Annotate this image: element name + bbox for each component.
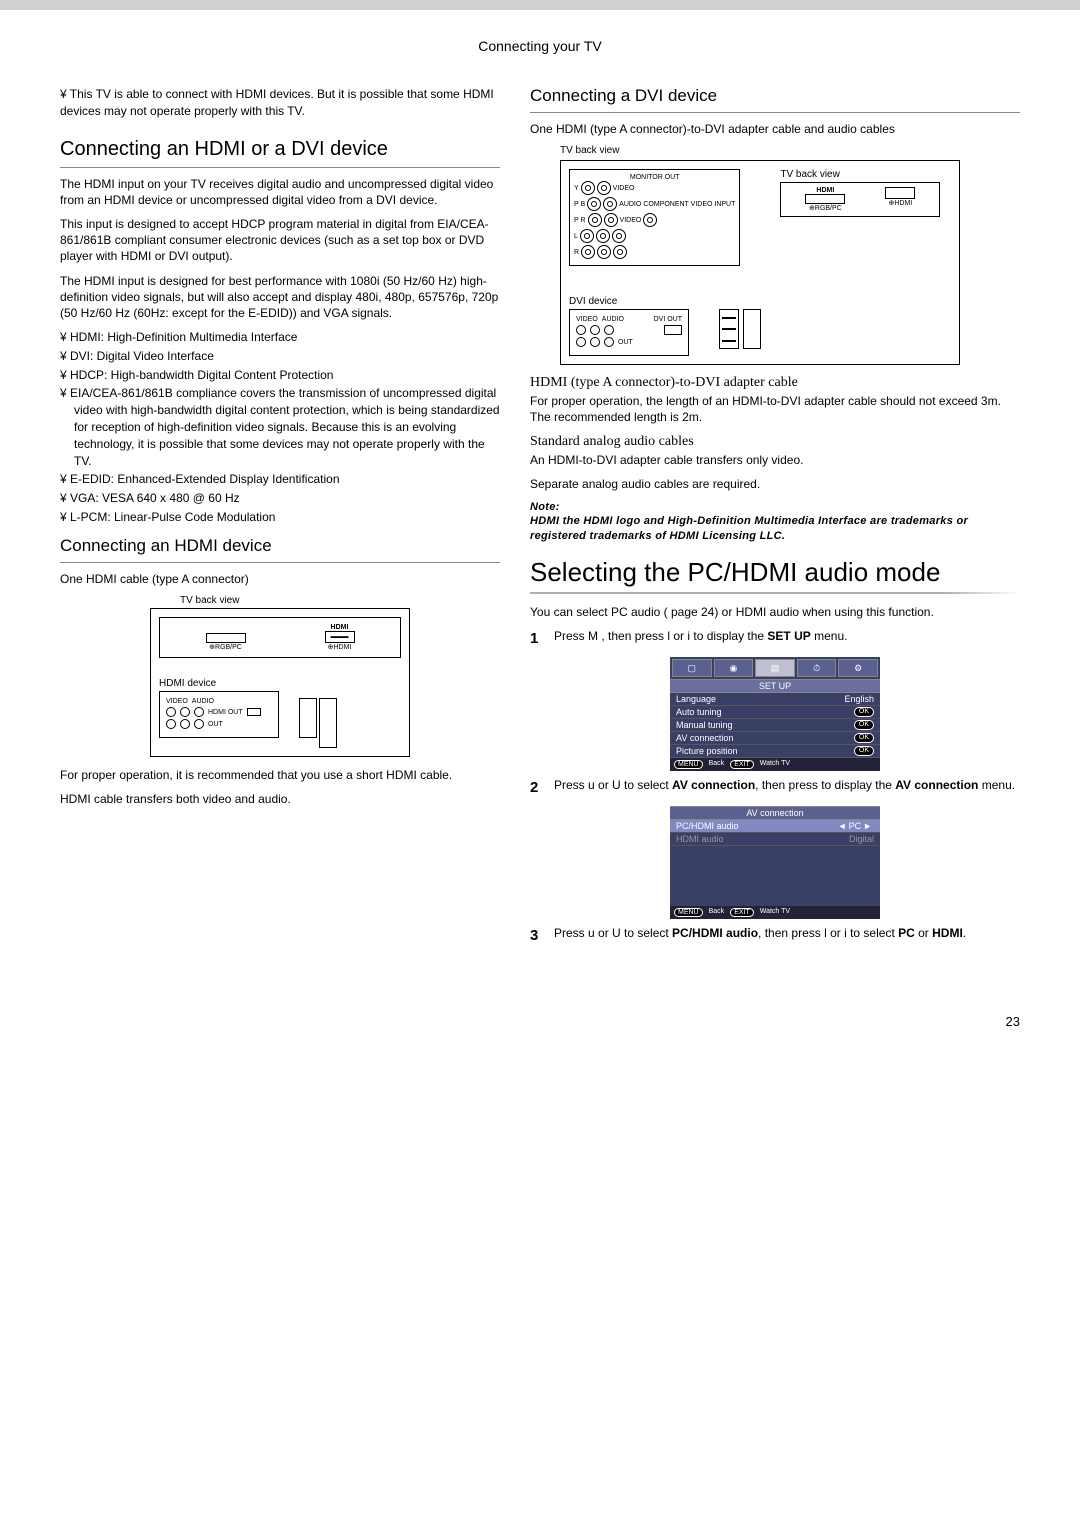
step-1: 1 Press M , then press l or i to display…	[530, 628, 1020, 649]
step-2-text: Press u or U to select AV connection, th…	[554, 777, 1015, 798]
dvi-connection-diagram: MONITOR OUT YVIDEO P BAUDIOCOMPONENT VID…	[560, 160, 960, 365]
def-vga: ¥ VGA: VESA 640 x 480 @ 60 Hz	[60, 490, 500, 507]
setup-menu-screenshot: ▢ ◉ ▤ ⏱ ⚙ SET UP LanguageEnglish Auto tu…	[670, 657, 880, 771]
menu-tab-icon: ⏱	[797, 659, 837, 677]
hdmi-cable-note: One HDMI cable (type A connector)	[60, 571, 500, 587]
dvi-video-only: An HDMI-to-DVI adapter cable transfers o…	[530, 452, 1020, 468]
def-lpcm: ¥ L-PCM: Linear-Pulse Code Modulation	[60, 509, 500, 526]
page-number: 23	[0, 1014, 1080, 1029]
dvi-sub: One HDMI (type A connector)-to-DVI adapt…	[530, 121, 1020, 137]
menu-row: AV connectionOK	[670, 732, 880, 745]
menu-row: Picture positionOK	[670, 745, 880, 758]
diagram-label-tvback: TV back view	[180, 595, 500, 606]
menu-row: HDMI audioDigital	[670, 833, 880, 846]
menu-tab-icon: ◉	[714, 659, 754, 677]
sec1-p2: This input is designed to accept HDCP pr…	[60, 216, 500, 265]
hdmi-cable-icon	[299, 698, 317, 738]
section-pc-hdmi-audio-title: Selecting the PC/HDMI audio mode	[530, 557, 1020, 588]
menu-tab-icon: ▢	[672, 659, 712, 677]
def-hdmi: ¥ HDMI: High-Definition Multimedia Inter…	[60, 329, 500, 346]
top-note: ¥ This TV is able to connect with HDMI d…	[60, 86, 500, 120]
page-content: ¥ This TV is able to connect with HDMI d…	[0, 86, 1080, 994]
step-number: 2	[530, 777, 554, 798]
step-2: 2 Press u or U to select AV connection, …	[530, 777, 1020, 798]
section-hdmi-dvi-title: Connecting an HDMI or a DVI device	[60, 138, 500, 161]
divider	[60, 562, 500, 563]
sec1-p3: The HDMI input is designed for best perf…	[60, 273, 500, 322]
serif-analog-audio: Standard analog audio cables	[530, 434, 1020, 450]
gradient-divider	[530, 592, 1020, 594]
menu-title: SET UP	[670, 679, 880, 693]
dvi-device-label: DVI device	[569, 296, 951, 307]
dvi-connector-icon	[719, 309, 739, 349]
divider	[530, 112, 1020, 113]
menu-row: Auto tuningOK	[670, 706, 880, 719]
step-number: 3	[530, 925, 554, 946]
hdmi-adapter-icon	[743, 309, 761, 349]
diagram-label-tvback2: TV back view	[780, 169, 940, 180]
column-right: Connecting a DVI device One HDMI (type A…	[520, 86, 1020, 954]
def-hdcp: ¥ HDCP: High-bandwidth Digital Content P…	[60, 367, 500, 384]
column-left: ¥ This TV is able to connect with HDMI d…	[60, 86, 520, 954]
hdmi-trademark-note: Note: HDMI the HDMI logo and High-Defini…	[530, 500, 1020, 543]
step-3: 3 Press u or U to select PC/HDMI audio, …	[530, 925, 1020, 946]
hdmi-cable-icon	[319, 698, 337, 748]
section-dvi-title: Connecting a DVI device	[530, 86, 1020, 106]
menu-title: AV connection	[670, 806, 880, 820]
menu-footer: MENUBack EXITWatch TV	[670, 758, 880, 771]
def-eedid: ¥ E-EDID: Enhanced-Extended Display Iden…	[60, 471, 500, 488]
header-bar	[0, 0, 1080, 10]
hdmi-port-label: ⊕HDMI	[325, 643, 355, 651]
hdmi-connection-diagram: ⊕RGB/PC HDMI ▬▬▬ ⊕HDMI HDMI device	[150, 608, 410, 757]
step-1-text: Press M , then press l or i to display t…	[554, 628, 847, 649]
hdmi-device-label: HDMI device	[159, 678, 279, 689]
rgbpc-port-label: ⊕RGB/PC	[206, 643, 246, 651]
diagram-label-tvback1: TV back view	[560, 145, 1020, 156]
pc-hdmi-intro: You can select PC audio ( page 24) or HD…	[530, 604, 1020, 620]
av-connection-menu-screenshot: AV connection PC/HDMI audio ◄PC► HDMI au…	[670, 806, 880, 919]
menu-row-selected: PC/HDMI audio ◄PC►	[670, 820, 880, 833]
section-hdmi-device-title: Connecting an HDMI device	[60, 536, 500, 556]
page-header: Connecting your TV	[0, 10, 1080, 86]
menu-row: Manual tuningOK	[670, 719, 880, 732]
menu-tab-icon: ▤	[755, 659, 795, 677]
dvi-analog-required: Separate analog audio cables are require…	[530, 476, 1020, 492]
sec1-p1: The HDMI input on your TV receives digit…	[60, 176, 500, 208]
menu-footer: MENUBack EXITWatch TV	[670, 906, 880, 919]
step-3-text: Press u or U to select PC/HDMI audio, th…	[554, 925, 966, 946]
menu-row: LanguageEnglish	[670, 693, 880, 706]
def-dvi: ¥ DVI: Digital Video Interface	[60, 348, 500, 365]
serif-hdmi-dvi: HDMI (type A connector)-to-DVI adapter c…	[530, 375, 1020, 391]
definitions-list: ¥ HDMI: High-Definition Multimedia Inter…	[60, 329, 500, 526]
menu-tab-icon: ⚙	[838, 659, 878, 677]
divider	[60, 167, 500, 168]
step-number: 1	[530, 628, 554, 649]
hdmi-short-note: For proper operation, it is recommended …	[60, 767, 500, 783]
hdmi-transfer-note: HDMI cable transfers both video and audi…	[60, 791, 500, 807]
dvi-length-note: For proper operation, the length of an H…	[530, 393, 1020, 425]
def-eia: ¥ EIA/CEA-861/861B compliance covers the…	[60, 385, 500, 469]
